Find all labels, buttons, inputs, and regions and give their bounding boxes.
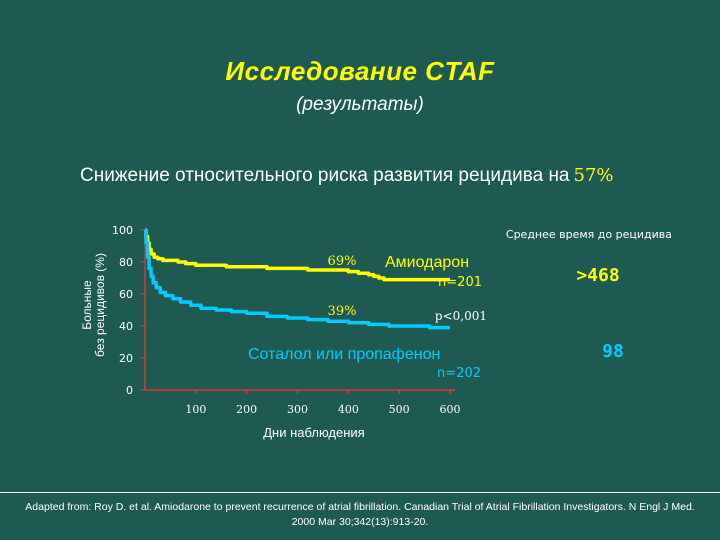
y-tick-label: 40 (119, 320, 133, 333)
series-line-sotalol (144, 228, 450, 330)
amiodarone-median: >468 (576, 265, 619, 286)
headline-value: 57% (573, 165, 614, 186)
x-tick-label: 200 (236, 403, 257, 416)
x-tick-label: 100 (185, 403, 206, 416)
sotalol-name: Соталол или пропафенон (248, 346, 440, 363)
x-tick-label: 600 (440, 403, 461, 416)
x-axis-title: Дни наблюдения (263, 425, 364, 440)
y-tick-label: 60 (119, 288, 133, 301)
source-credit: Adapted from: Roy D. et al. Amiodarone t… (0, 500, 720, 530)
y-tick-label: 0 (126, 384, 133, 397)
x-tick-label: 300 (287, 403, 308, 416)
sotalol-median: 98 (602, 341, 624, 362)
sotalol-n: n=202 (437, 366, 481, 381)
slide-subtitle: (результаты) (296, 94, 424, 115)
credit-line-2: 2000 Mar 30;342(13):913-20. (291, 516, 429, 528)
amiodarone-n: n=201 (438, 275, 482, 290)
headline-text: Снижение относительного риска развития р… (80, 165, 570, 186)
series-line-amiodarone (144, 228, 450, 282)
amiodarone-name: Амиодарон (385, 254, 469, 271)
y-tick-label: 80 (119, 256, 133, 269)
slide-title: Исследование CTAF (225, 56, 495, 86)
p-value: p<0,001 (435, 309, 487, 323)
y-axis-title-line-1: Больные (80, 280, 94, 330)
credit-line-1: Adapted from: Roy D. et al. Amiodarone t… (25, 501, 695, 513)
y-tick-label: 20 (119, 352, 133, 365)
divider-line (0, 492, 720, 493)
median-header: Среднее время до рецидива (506, 228, 672, 241)
chart-axes (144, 230, 455, 391)
survival-chart: 0 20 40 60 80 100 100 200 300 400 500 600 Больные бе… (80, 224, 672, 440)
x-tick-label: 500 (389, 403, 410, 416)
x-tick-label: 400 (338, 403, 359, 416)
amiodarone-end-label: 69% (328, 254, 357, 269)
y-tick-label: 100 (112, 224, 133, 237)
headline: Снижение относительного риска развития р… (80, 165, 614, 187)
chart-ticks: 0 20 40 60 80 100 100 200 300 400 500 600 (112, 224, 461, 416)
chart-lines (144, 228, 450, 330)
y-axis-title-line-2: без рецидивов (%) (93, 253, 107, 357)
chart-labels: Больные без рецидивов (%) Дни наблюдения 69… (80, 228, 672, 440)
sotalol-end-label: 39% (328, 304, 357, 319)
